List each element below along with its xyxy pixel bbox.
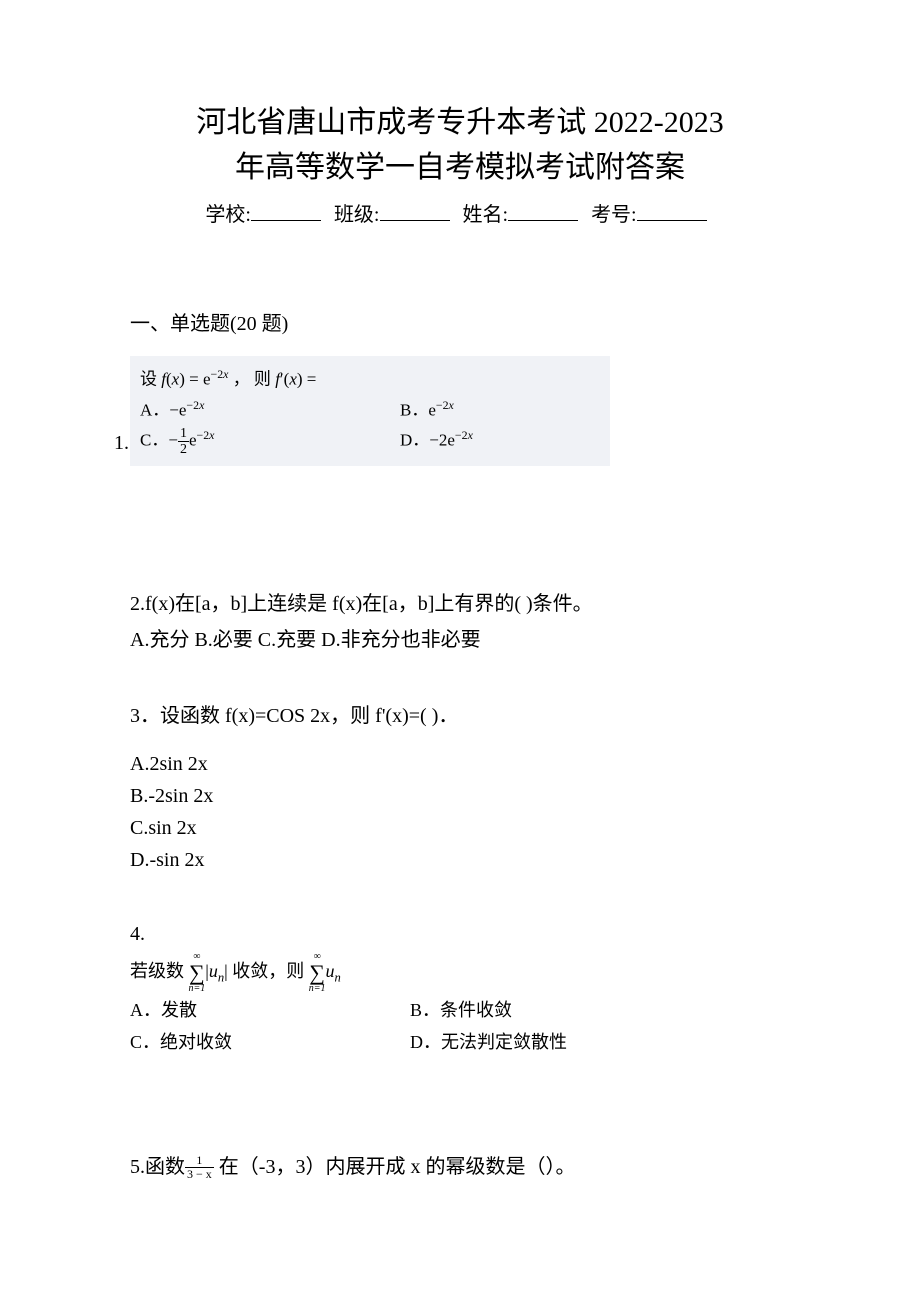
q3-option-b: B.-2sin 2x xyxy=(130,780,790,812)
q1-option-d: D．−2e−2x xyxy=(400,425,600,458)
q5-stem: 5.函数13 − x 在（-3，3）内展开成 x 的幂级数是（）。 xyxy=(130,1149,790,1185)
school-blank xyxy=(251,220,321,221)
q4-option-a: A．发散 xyxy=(130,994,410,1026)
question-4: 4. 若级数 ∞∑n=1|un| 收敛，则 ∞∑n=1un A．发散 B．条件收… xyxy=(130,916,790,1059)
q1-option-a: A．−e−2x xyxy=(140,395,400,426)
exam-no-blank xyxy=(637,220,707,221)
exam-title-line2: 年高等数学一自考模拟考试附答案 xyxy=(130,145,790,190)
q3-option-c: C.sin 2x xyxy=(130,812,790,844)
exam-no-label: 考号: xyxy=(591,204,637,226)
q4-stem: 若级数 ∞∑n=1|un| 收敛，则 ∞∑n=1un xyxy=(130,952,790,994)
q4-option-c: C．绝对收敛 xyxy=(130,1026,410,1058)
school-label: 学校: xyxy=(205,204,251,226)
name-label: 姓名: xyxy=(463,204,509,226)
question-1: 设 f(x) = e−2x ， 则 f′(x) = A．−e−2x B．e−2x… xyxy=(130,356,790,466)
q2-options: A.充分 B.必要 C.充要 D.非充分也非必要 xyxy=(130,622,790,658)
q1-option-b: B．e−2x xyxy=(400,395,600,426)
name-blank xyxy=(508,220,578,221)
q1-stem: 设 f(x) = e−2x ， 则 f′(x) = xyxy=(140,364,600,395)
q4-number: 4. xyxy=(130,916,790,952)
question-1-image: 设 f(x) = e−2x ， 则 f′(x) = A．−e−2x B．e−2x… xyxy=(130,356,610,466)
q3-option-d: D.-sin 2x xyxy=(130,844,790,876)
form-fields: 学校: 班级: 姓名: 考号: xyxy=(130,198,790,227)
q4-option-d: D．无法判定敛散性 xyxy=(410,1026,790,1058)
sigma-icon: ∞∑n=1 xyxy=(309,952,326,994)
question-2: 2.f(x)在[a，b]上连续是 f(x)在[a，b]上有界的( )条件。 A.… xyxy=(130,586,790,658)
sigma-icon: ∞∑n=1 xyxy=(189,952,206,994)
q3-stem: 3．设函数 f(x)=COS 2x，则 f'(x)=( )． xyxy=(130,698,790,734)
class-label: 班级: xyxy=(334,204,380,226)
q3-option-a: A.2sin 2x xyxy=(130,748,790,780)
class-blank xyxy=(380,220,450,221)
q2-stem: 2.f(x)在[a，b]上连续是 f(x)在[a，b]上有界的( )条件。 xyxy=(130,586,790,622)
q1-option-c: C．−12e−2x xyxy=(140,425,400,458)
q1-number: 1. xyxy=(114,426,129,460)
question-3: 3．设函数 f(x)=COS 2x，则 f'(x)=( )． A.2sin 2x… xyxy=(130,698,790,876)
q4-option-b: B．条件收敛 xyxy=(410,994,790,1026)
section-1-header: 一、单选题(20 题) xyxy=(130,307,790,336)
exam-title-line1: 河北省唐山市成考专升本考试 2022-2023 xyxy=(130,100,790,145)
question-5: 5.函数13 − x 在（-3，3）内展开成 x 的幂级数是（）。 xyxy=(130,1149,790,1185)
